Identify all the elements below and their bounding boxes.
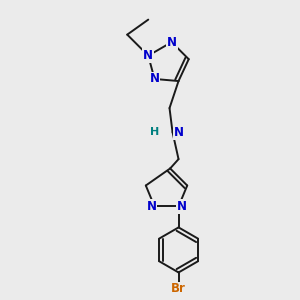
Text: N: N bbox=[146, 200, 157, 213]
Text: N: N bbox=[167, 36, 177, 49]
Text: Br: Br bbox=[171, 283, 186, 296]
Text: H: H bbox=[150, 127, 159, 137]
Text: N: N bbox=[177, 200, 187, 213]
Text: N: N bbox=[143, 49, 153, 62]
Text: N: N bbox=[149, 72, 160, 86]
Text: N: N bbox=[173, 126, 184, 139]
